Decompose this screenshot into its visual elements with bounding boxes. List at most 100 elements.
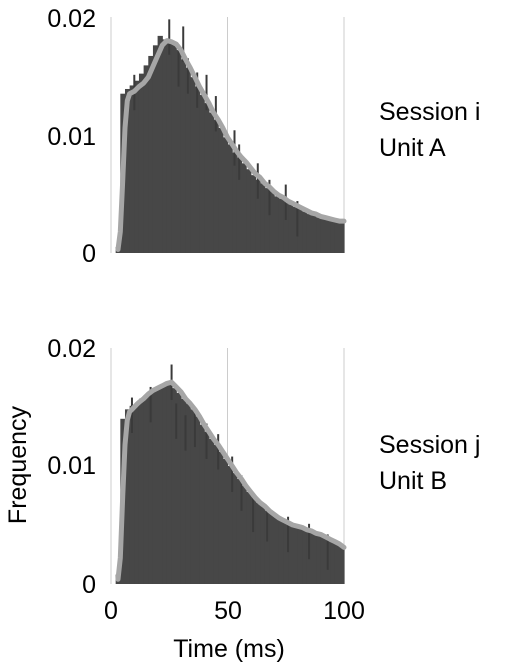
panel-1-histogram-bar <box>278 198 285 253</box>
panel-2-histogram-bar <box>204 431 210 584</box>
panel-1-histogram-bar <box>246 169 252 253</box>
panel-1-histogram-bar <box>334 221 340 253</box>
panel-2-histogram-bar <box>213 444 219 584</box>
panel-2-y-tick-1: 0.01 <box>47 452 96 480</box>
panel-1-histogram-bar <box>255 179 261 253</box>
panel-2-histogram-bar <box>134 403 140 584</box>
x-tick-0: 0 <box>104 597 118 625</box>
panel-1-histogram-bar <box>176 50 182 253</box>
panel-2-histogram-bar <box>124 409 131 584</box>
panel-2-histogram-bar <box>288 523 294 584</box>
panel-1-label-session: Session i <box>379 98 480 126</box>
panel-2-histogram-bar <box>269 514 275 584</box>
panel-1-histogram-bar <box>250 175 257 253</box>
panel-1-histogram-bar <box>134 80 140 253</box>
panel-2-histogram-bar <box>292 526 298 584</box>
panel-1-histogram-bar <box>194 86 201 254</box>
panel-2-histogram-bar <box>166 382 173 584</box>
panel-1-histogram-bar <box>227 144 233 253</box>
panel-2-histogram-bar <box>246 491 252 584</box>
panel-2-histogram-bar <box>339 547 345 584</box>
panel-1-histogram-bar <box>143 65 149 253</box>
panel-2-histogram-bar <box>278 520 285 584</box>
panel-2-histogram-bar <box>320 536 326 584</box>
panel-1-histogram-bar <box>283 201 289 253</box>
panel-2-histogram-bar <box>152 388 159 584</box>
panel-1-histogram-bar <box>166 42 173 254</box>
panel-2-histogram-bar <box>176 392 182 584</box>
panel-1-histogram-bar <box>320 218 326 253</box>
panel-1-histogram-bar <box>138 73 145 253</box>
panel-2-histogram-bar <box>334 543 340 584</box>
panel-2-histogram-bar <box>297 527 303 584</box>
panel-1-histogram-bar <box>241 163 247 253</box>
panel-2-histogram-bar <box>199 424 205 584</box>
panel-2-histogram-bar <box>236 478 243 584</box>
panel-1-histogram-bar <box>302 211 308 253</box>
panel-2-histogram-bar <box>185 403 191 584</box>
panel-2-histogram-bar <box>283 522 289 584</box>
panel-2-histogram-bar <box>180 398 187 584</box>
panel-1-histogram-bar <box>213 119 219 253</box>
panel-2-histogram-bar <box>129 405 135 584</box>
panel-1-histogram-bar <box>232 152 238 253</box>
panel-2-histogram-bar <box>260 506 266 584</box>
panel-1-histogram-bar <box>152 45 159 253</box>
panel-2-y-tick-2: 0.02 <box>47 335 96 363</box>
panel-2-histogram-bar <box>250 496 257 584</box>
panel-1-histogram-bar <box>236 157 243 253</box>
panel-1-histogram-bar <box>264 188 271 253</box>
panel-1-histogram-bar <box>306 214 312 253</box>
panel-2-histogram-bar <box>227 466 233 584</box>
panel-1-histogram-bar <box>292 206 298 253</box>
panel-2-histogram-bar <box>148 391 154 584</box>
panel-2-histogram-bar <box>138 398 145 584</box>
panel-1-histogram-bar <box>330 221 336 253</box>
panel-1-histogram-bar <box>274 196 280 253</box>
panel-1-histogram-bar <box>124 88 131 253</box>
panel-1-histogram-bar <box>190 77 196 254</box>
panel-2-histogram-bar <box>302 529 308 584</box>
panel-1-label-unit: Unit A <box>379 134 446 162</box>
panel-1-y-tick-2: 0.02 <box>47 5 96 33</box>
panel-1-histogram-bar <box>171 41 177 253</box>
panel-1-histogram-bar <box>148 55 154 253</box>
panel-2-histogram-bar <box>316 534 322 584</box>
x-tick-50: 50 <box>214 597 242 625</box>
panel-2-histogram-bar <box>190 409 196 584</box>
panel-2-histogram-bar <box>274 517 280 584</box>
panel-1-y-tick-1: 0.01 <box>47 123 96 151</box>
panel-1-histogram-bar <box>129 85 135 253</box>
panel-1-histogram-bar <box>222 137 229 253</box>
panel-1-histogram-bar <box>199 94 205 253</box>
panel-2-histogram-bar <box>171 388 177 584</box>
panel-2-fit-line <box>115 379 347 582</box>
panel-1-fit-line <box>115 38 347 252</box>
panel-1-histogram-bar <box>180 59 187 254</box>
y-axis-title: Frequency <box>4 405 32 524</box>
panel-1-histogram-bar <box>339 222 345 253</box>
panel-1-histogram <box>115 35 345 254</box>
panel-session-i: 0 0.01 0.02 Session i Unit A <box>47 5 480 268</box>
panel-1-histogram-bar <box>218 127 224 253</box>
panel-2-histogram-bar <box>162 383 168 584</box>
panel-session-j: 0 0.01 0.02 Session j Unit B <box>47 335 480 599</box>
panel-2-histogram-bar <box>194 416 201 584</box>
panel-1-histogram-bar <box>157 35 163 253</box>
panel-1-histogram-bar <box>185 67 191 254</box>
panel-2-histogram-bar <box>157 385 163 584</box>
panel-2-histogram-bar <box>330 541 336 584</box>
panel-2-histogram-bar <box>208 438 215 584</box>
panel-2-histogram-bar <box>255 502 261 584</box>
panel-2-label-session: Session j <box>379 431 480 459</box>
panel-1-histogram-bar <box>297 208 303 253</box>
panel-1-histogram-bar <box>325 219 331 253</box>
panel-2-histogram-bar <box>311 533 317 584</box>
panel-1-y-tick-0: 0 <box>82 240 96 268</box>
panel-1-histogram-bar <box>260 183 266 253</box>
panel-2-histogram-bar <box>218 451 224 584</box>
panel-2-histogram-bar <box>264 510 271 584</box>
x-axis-title: Time (ms) <box>173 635 285 663</box>
panel-2-y-tick-0: 0 <box>82 571 96 599</box>
